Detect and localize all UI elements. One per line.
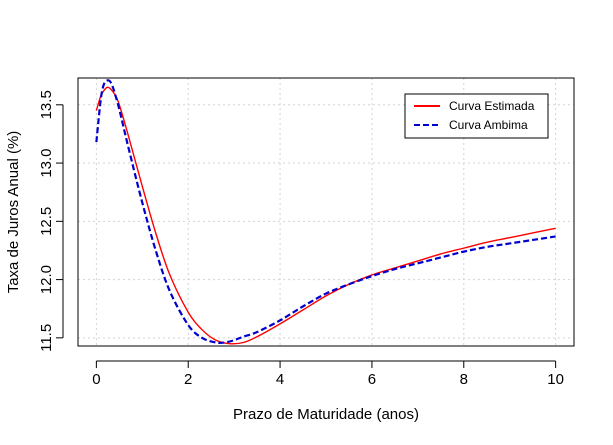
y-axis: 11.5 12.0 12.5 13.0 13.5 — [38, 90, 64, 352]
series-line-curva-estimada — [95, 86, 556, 345]
legend-label-curva-estimada: Curva Estimada — [449, 99, 535, 113]
y-axis-title: Taxa de Juros Anual (%) — [5, 131, 22, 294]
y-tick-label: 13.5 — [38, 90, 55, 119]
x-axis-title: Prazo de Maturidade (anos) — [233, 406, 419, 423]
x-tick-label: 8 — [460, 371, 468, 388]
x-tick-label: 10 — [547, 371, 564, 388]
series-layer — [95, 79, 556, 345]
y-tick-label: 11.5 — [38, 324, 55, 352]
x-tick-label: 6 — [368, 371, 376, 388]
plot-frame — [77, 77, 575, 347]
y-tick-label: 12.5 — [38, 207, 55, 236]
y-tick-label: 12.0 — [38, 265, 55, 294]
x-tick-label: 0 — [92, 371, 100, 388]
x-axis: 0 2 4 6 8 10 — [92, 360, 564, 388]
legend: Curva Estimada Curva Ambima — [404, 93, 549, 139]
x-tick-label: 2 — [184, 371, 192, 388]
series-line-curva-ambima — [95, 79, 556, 345]
x-tick-label: 4 — [276, 371, 284, 388]
legend-label-curva-ambima: Curva Ambima — [449, 118, 528, 132]
y-tick-label: 13.0 — [38, 148, 55, 177]
legend-box — [404, 93, 549, 139]
